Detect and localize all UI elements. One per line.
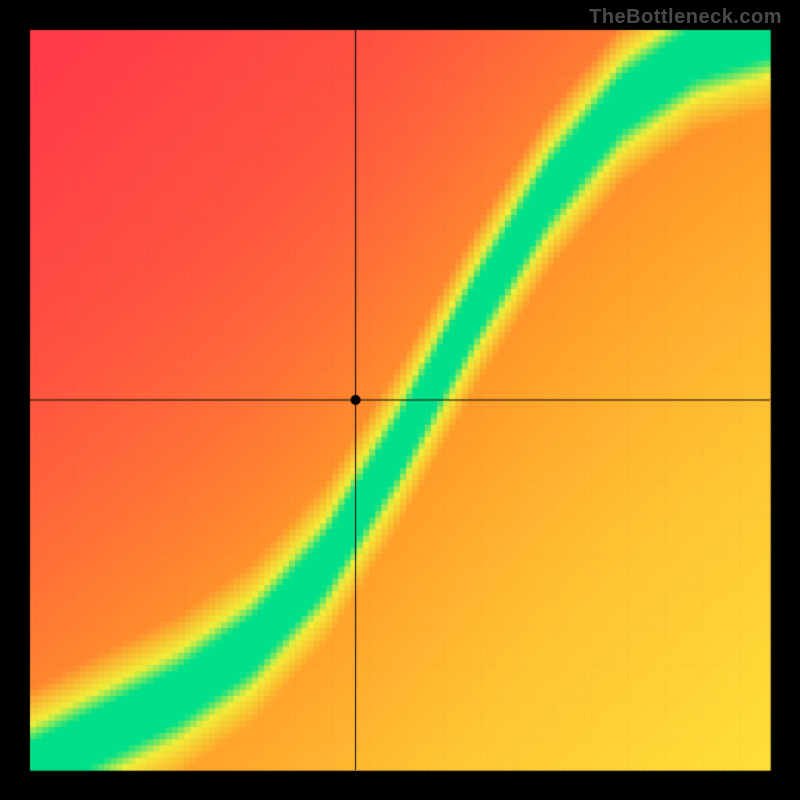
watermark-text: TheBottleneck.com <box>589 6 782 29</box>
bottleneck-heatmap <box>0 0 800 800</box>
chart-container: TheBottleneck.com <box>0 0 800 800</box>
